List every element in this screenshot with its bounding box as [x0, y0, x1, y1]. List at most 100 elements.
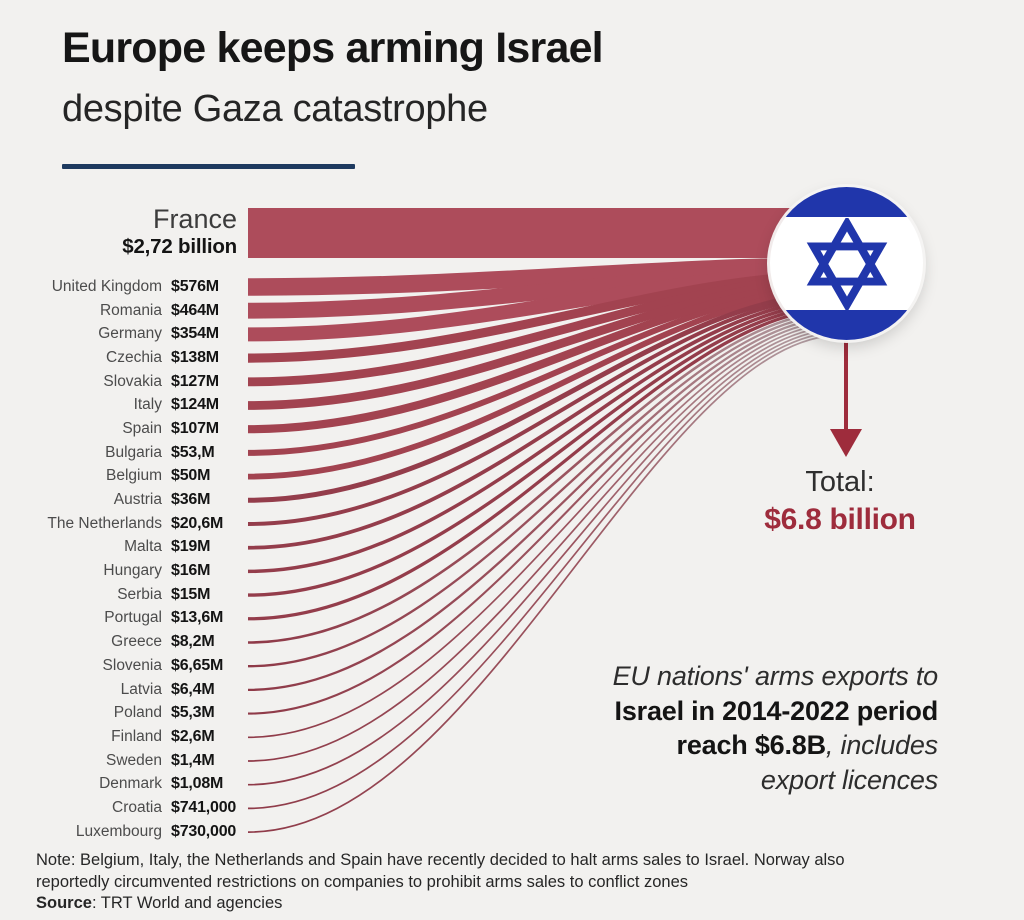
- country-value: $1,08M: [171, 775, 224, 793]
- flow-paths: [247, 208, 850, 833]
- flow-slovenia: [247, 312, 843, 668]
- country-value: $107M: [171, 419, 219, 437]
- country-label: Czechia: [106, 348, 162, 366]
- country-label: Bulgaria: [105, 443, 162, 461]
- country-value: $2,72 billion: [122, 235, 237, 258]
- country-row: Slovakia $127M: [0, 370, 244, 394]
- country-value: $354M: [171, 325, 219, 343]
- country-value: $50M: [171, 467, 211, 485]
- description-line: EU nations' arms exports to: [612, 661, 939, 691]
- country-label: Slovakia: [103, 372, 162, 390]
- country-row: Denmark $1,08M: [0, 772, 244, 796]
- country-list: United Kingdom $576M Romania $464M Germany $3…: [0, 275, 244, 844]
- country-value: $5,3M: [171, 704, 215, 722]
- country-label: Sweden: [105, 751, 162, 769]
- country-label: The Netherlands: [47, 514, 162, 532]
- description-line-italic: , includes: [825, 730, 938, 760]
- country-value: $8,2M: [171, 633, 215, 651]
- country-row: Sweden $1,4M: [0, 749, 244, 773]
- country-value: $730,000: [171, 822, 237, 840]
- flow-sweden: [247, 325, 843, 762]
- country-label: Romania: [99, 301, 162, 319]
- country-label: United Kingdom: [51, 277, 162, 295]
- country-row: Bulgaria $53,M: [0, 441, 244, 465]
- country-label: Denmark: [99, 775, 162, 793]
- footnote: Note: Belgium, Italy, the Netherlands an…: [36, 850, 916, 915]
- country-row: Austria $36M: [0, 488, 244, 512]
- country-label: Austria: [113, 491, 162, 509]
- flag-bottom-band: [770, 310, 923, 340]
- flow-the-netherlands: [247, 294, 843, 526]
- country-row: Germany $354M: [0, 322, 244, 346]
- country-row: Croatia $741,000: [0, 796, 244, 820]
- country-value: $124M: [171, 396, 219, 414]
- country-row: United Kingdom $576M: [0, 275, 244, 299]
- country-row: Czechia $138M: [0, 346, 244, 370]
- country-value: $6,65M: [171, 656, 224, 674]
- country-row: Spain $107M: [0, 417, 244, 441]
- country-label: Slovenia: [102, 656, 162, 674]
- country-label: Germany: [98, 325, 162, 343]
- country-label: Portugal: [104, 609, 162, 627]
- description-line: export licences: [760, 764, 938, 795]
- country-row: Portugal $13,6M: [0, 607, 244, 631]
- star-of-david-icon: [806, 217, 887, 310]
- total-block: Total: $6.8 billion: [690, 466, 990, 537]
- down-arrow-icon: [830, 341, 862, 457]
- country-label: Belgium: [106, 467, 162, 485]
- flow-belgium: [247, 287, 843, 480]
- country-value: $16M: [171, 562, 211, 580]
- country-value: $20,6M: [171, 514, 224, 532]
- country-row: Malta $19M: [0, 536, 244, 560]
- top-donor-block: France $2,72 billion: [0, 204, 237, 259]
- country-row: Slovenia $6,65M: [0, 654, 244, 678]
- country-row: Finland $2,6M: [0, 725, 244, 749]
- description-block: EU nations' arms exports to Israel in 20…: [438, 659, 939, 797]
- note-text: Note: Belgium, Italy, the Netherlands an…: [36, 851, 845, 891]
- flow-malta: [247, 297, 843, 550]
- flow-denmark: [247, 328, 843, 786]
- country-label: France: [152, 204, 237, 234]
- country-value: $6,4M: [171, 680, 215, 698]
- country-row: Hungary $16M: [0, 559, 244, 583]
- flow-greece: [247, 309, 843, 644]
- page-subtitle: despite Gaza catastrophe: [62, 88, 488, 130]
- flow-portugal: [247, 306, 843, 621]
- country-value: $53,M: [171, 443, 215, 461]
- country-row: Romania $464M: [0, 299, 244, 323]
- country-label: Hungary: [103, 562, 162, 580]
- source-label: Source: [36, 894, 92, 912]
- country-value: $576M: [171, 277, 219, 295]
- country-label: Poland: [113, 704, 162, 722]
- country-value: $19M: [171, 538, 211, 556]
- country-value: $464M: [171, 301, 219, 319]
- country-row: Luxembourg $730,000: [0, 820, 244, 844]
- country-row: Poland $5,3M: [0, 701, 244, 725]
- country-label: Finland: [111, 727, 162, 745]
- page-title: Europe keeps arming Israel: [62, 24, 604, 72]
- country-value: $741,000: [171, 798, 237, 816]
- country-row: Greece $8,2M: [0, 630, 244, 654]
- country-row: The Netherlands $20,6M: [0, 512, 244, 536]
- country-label: Malta: [124, 538, 162, 556]
- total-label: Total:: [805, 466, 875, 498]
- source-line: Source: TRT World and agencies: [36, 893, 916, 915]
- flow-serbia: [247, 303, 843, 597]
- country-value: $36M: [171, 491, 211, 509]
- country-label: Croatia: [112, 798, 162, 816]
- country-row: Serbia $15M: [0, 583, 244, 607]
- israel-flag-icon: [770, 187, 923, 340]
- country-label: Luxembourg: [75, 822, 162, 840]
- flow-spain: [247, 279, 843, 434]
- flow-latvia: [247, 315, 843, 692]
- source-text: : TRT World and agencies: [91, 894, 283, 912]
- total-value: $6.8 billion: [764, 503, 916, 536]
- flow-finland: [247, 322, 843, 739]
- flag-top-band: [770, 187, 923, 217]
- description-line-bold: reach $6.8B: [676, 730, 827, 760]
- flow-luxembourg: [247, 334, 843, 833]
- flow-poland: [247, 318, 843, 715]
- flow-hungary: [247, 300, 843, 574]
